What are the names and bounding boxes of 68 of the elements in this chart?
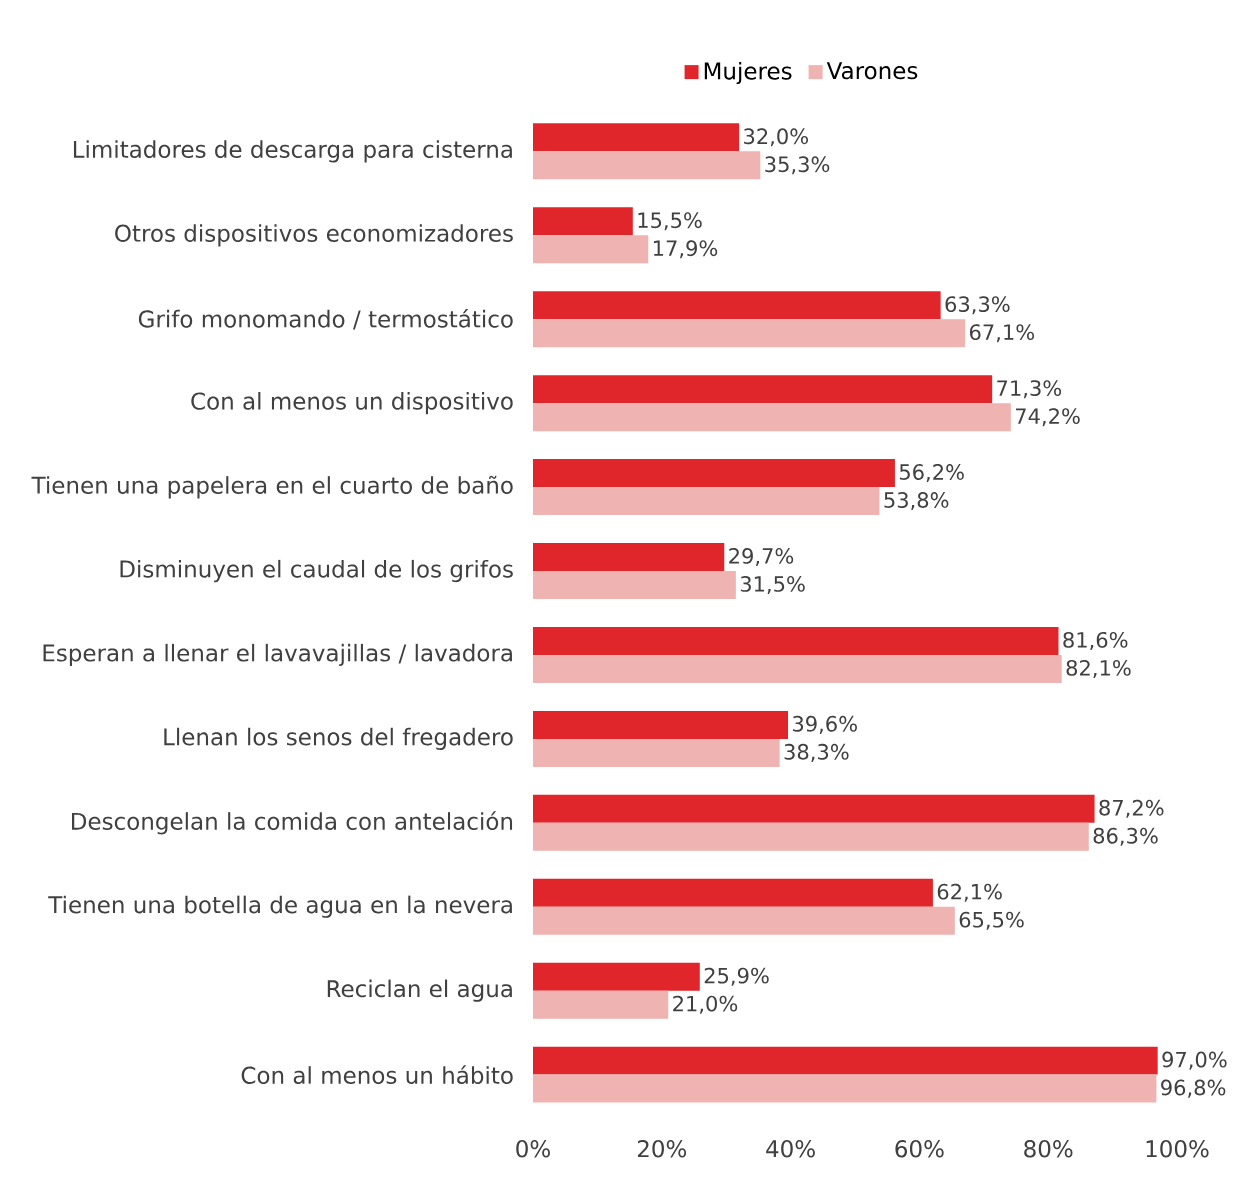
data-label: 17,9%: [653, 240, 718, 259]
bar: [533, 1074, 1157, 1103]
y-tick-label: Reciclan el agua: [327, 979, 512, 1002]
bar: [533, 990, 669, 1019]
data-label: 87,2%: [1099, 799, 1164, 818]
bar: [533, 654, 1062, 683]
data-label: 74,2%: [1015, 408, 1080, 427]
legend-label: Varones: [826, 62, 918, 80]
y-tick-label: Tienen una papelera en el cuarto de baño: [31, 475, 513, 499]
y-tick-label: Descongelan la comida con antelación: [72, 811, 513, 835]
data-label: 71,3%: [997, 380, 1062, 399]
bar: [533, 962, 700, 991]
bar: [533, 626, 1059, 655]
bar: [533, 235, 649, 264]
bar: [533, 571, 736, 600]
x-tick-label: 80%: [1024, 1140, 1073, 1158]
x-tick-label: 100%: [1146, 1140, 1209, 1158]
x-tick-label: 60%: [895, 1140, 944, 1158]
bar: [533, 319, 966, 348]
bar: [533, 459, 895, 488]
y-tick-label: Limitadores de descarga para cisterna: [73, 140, 512, 163]
x-tick-label: 40%: [766, 1140, 815, 1158]
data-label: 29,7%: [729, 548, 794, 567]
x-tick-label: 0%: [516, 1140, 550, 1158]
bar: [533, 906, 955, 935]
y-tick-label: Otros dispositivos economizadores: [115, 224, 513, 247]
data-label: 25,9%: [704, 967, 769, 986]
data-label: 39,6%: [793, 715, 857, 734]
y-tick-label: Tienen una botella de agua en la nevera: [48, 895, 512, 918]
data-label: 35,3%: [765, 156, 830, 175]
bar: [533, 1046, 1158, 1075]
data-label: 53,8%: [884, 492, 949, 511]
y-tick-label: Llenan los senos del fregadero: [164, 727, 513, 750]
x-tick-label: 20%: [637, 1140, 687, 1158]
bar: [533, 375, 993, 404]
data-label: 82,1%: [1066, 659, 1131, 678]
data-label: 86,3%: [1093, 827, 1158, 846]
data-label: 67,1%: [969, 324, 1035, 343]
y-tick-label: Disminuyen el caudal de los grifos: [120, 559, 513, 583]
y-tick-label: Con al menos un hábito: [241, 1065, 513, 1084]
bar: [533, 822, 1089, 851]
legend-label: Mujeres: [704, 61, 792, 85]
bar: [533, 794, 1095, 823]
bar: [533, 291, 941, 320]
bar: [533, 543, 725, 572]
y-tick-label: Con al menos un dispositivo: [191, 392, 513, 415]
data-label: 63,3%: [945, 296, 1010, 315]
data-label: 62,1%: [937, 883, 1002, 902]
bar: [533, 207, 633, 236]
data-label: 32,0%: [744, 128, 809, 147]
data-label: 31,5%: [740, 576, 805, 595]
data-label: 97,0%: [1162, 1051, 1227, 1070]
bar: [533, 403, 1011, 432]
data-label: 38,3%: [784, 743, 849, 762]
data-label: 96,8%: [1161, 1079, 1226, 1098]
y-tick-label: Grifo monomando / termostático: [138, 308, 513, 330]
bar: [533, 738, 780, 767]
bar: [533, 151, 761, 180]
bar: [533, 710, 789, 739]
bar: [533, 123, 740, 152]
data-label: 21,0%: [673, 995, 738, 1014]
data-label: 81,6%: [1063, 631, 1128, 650]
data-label: 56,2%: [899, 464, 964, 483]
bar: [533, 878, 933, 907]
y-tick-label: Esperan a llenar el lavavajillas / lavadora: [43, 643, 512, 667]
bar: [533, 487, 880, 516]
data-label: 65,5%: [959, 911, 1024, 930]
data-label: 15,5%: [638, 212, 702, 231]
